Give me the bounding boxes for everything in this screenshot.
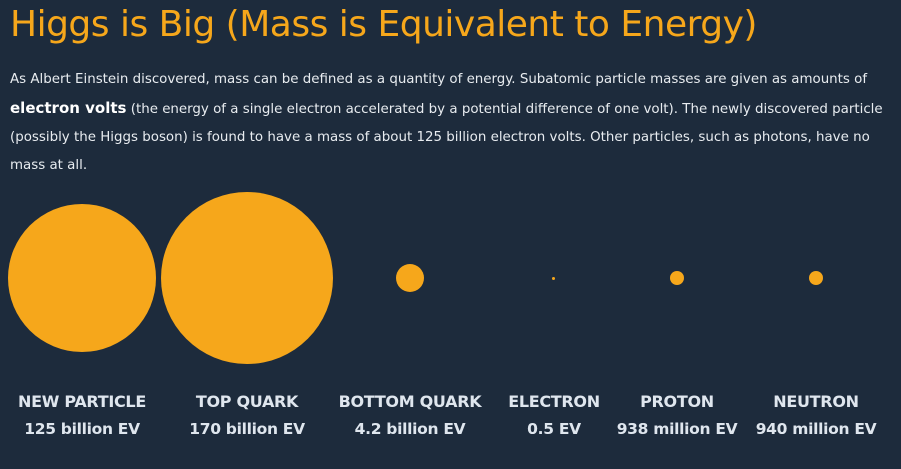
particle-energy: 170 billion EV [189, 420, 305, 438]
particle-energy: 938 million EV [616, 420, 738, 438]
particle-name: BOTTOM QUARK [338, 392, 482, 411]
particle-name: NEW PARTICLE [18, 392, 146, 411]
label-neutron: NEUTRON 940 million EV [747, 390, 885, 444]
label-top-quark: TOP QUARK 170 billion EV [172, 390, 322, 444]
intro-paragraph: As Albert Einstein discovered, mass can … [10, 66, 890, 180]
label-electron: ELECTRON 0.5 EV [500, 390, 608, 444]
page-title: Higgs is Big (Mass is Equivalent to Ener… [10, 4, 757, 45]
intro-text-after: (the energy of a single electron acceler… [10, 102, 883, 173]
circle-electron [552, 277, 555, 280]
particle-energy: 125 billion EV [24, 420, 140, 438]
circle-proton [670, 271, 684, 285]
intro-highlight: electron volts [10, 99, 127, 117]
circle-new-particle [8, 204, 156, 352]
particle-name: NEUTRON [773, 392, 859, 411]
particle-name: PROTON [640, 392, 714, 411]
circle-bottom-quark [396, 264, 424, 292]
label-bottom-quark: BOTTOM QUARK 4.2 billion EV [332, 390, 488, 444]
particle-energy: 4.2 billion EV [354, 420, 466, 438]
circle-top-quark [161, 192, 333, 364]
circle-neutron [809, 271, 823, 285]
particle-name: ELECTRON [508, 392, 600, 411]
particle-energy: 0.5 EV [527, 420, 581, 438]
label-new-particle: NEW PARTICLE 125 billion EV [8, 390, 156, 444]
intro-text-before: As Albert Einstein discovered, mass can … [10, 72, 868, 87]
particle-energy: 940 million EV [755, 420, 877, 438]
particle-name: TOP QUARK [195, 392, 299, 411]
particle-circles [0, 180, 901, 380]
label-proton: PROTON 938 million EV [609, 390, 745, 444]
